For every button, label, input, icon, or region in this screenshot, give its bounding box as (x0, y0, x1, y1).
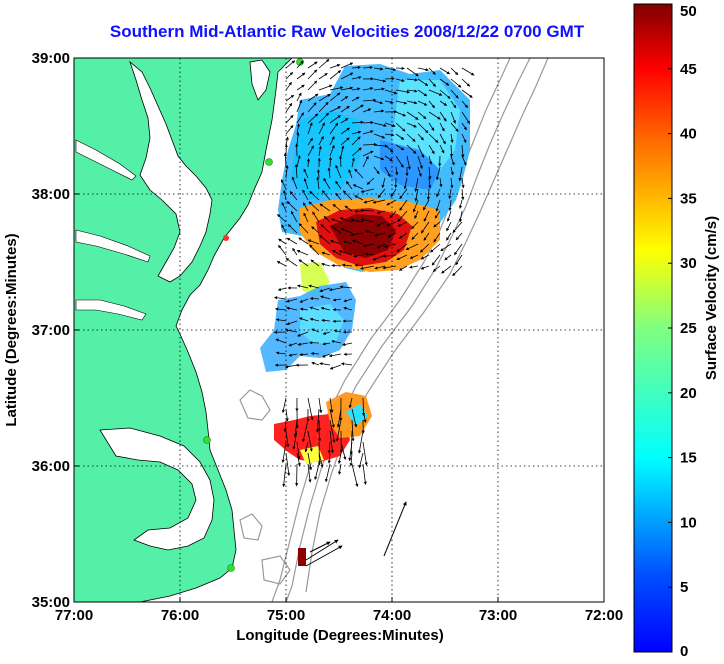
colorbar-tick-label: 5 (680, 579, 688, 596)
colorbar-label: Surface Velocity (cm/s) (703, 216, 720, 380)
station-marker (266, 159, 273, 166)
colorbar-tick-label: 10 (680, 514, 697, 531)
y-tick-label: 39:00 (32, 50, 70, 67)
x-axis-label: Longitude (Degrees:Minutes) (236, 627, 444, 644)
colorbar-tick-label: 35 (680, 190, 697, 207)
y-tick-label: 36:00 (32, 458, 70, 475)
colorbar-tick-label: 50 (680, 3, 697, 20)
y-tick-label: 38:00 (32, 186, 70, 203)
y-axis-label: Latitude (Degrees:Minutes) (3, 233, 20, 426)
y-tick-label: 37:00 (32, 322, 70, 339)
colorbar-tick-label: 45 (680, 61, 697, 78)
velocity-vector (385, 79, 394, 80)
colorbar-tick-label: 30 (680, 255, 697, 272)
x-tick-label: 72:00 (585, 607, 623, 624)
velocity-vector (396, 68, 404, 69)
colorbar-tick-label: 15 (680, 450, 697, 467)
station-marker (228, 565, 235, 572)
station-marker (204, 437, 211, 444)
x-tick-label: 74:00 (373, 607, 411, 624)
y-axis: 39:00 38:00 37:00 36:00 35:00 (32, 50, 79, 611)
colorbar (634, 4, 672, 652)
colorbar-tick-label: 0 (680, 643, 688, 659)
station-marker-active (223, 235, 229, 241)
x-tick-label: 75:00 (267, 607, 305, 624)
colorbar-tick-label: 25 (680, 320, 697, 337)
x-tick-label: 73:00 (479, 607, 517, 624)
colorbar-tick-label: 20 (680, 385, 697, 402)
y-tick-label: 35:00 (32, 594, 70, 611)
colorbar-tick-label: 40 (680, 126, 697, 143)
x-tick-label: 76:00 (161, 607, 199, 624)
